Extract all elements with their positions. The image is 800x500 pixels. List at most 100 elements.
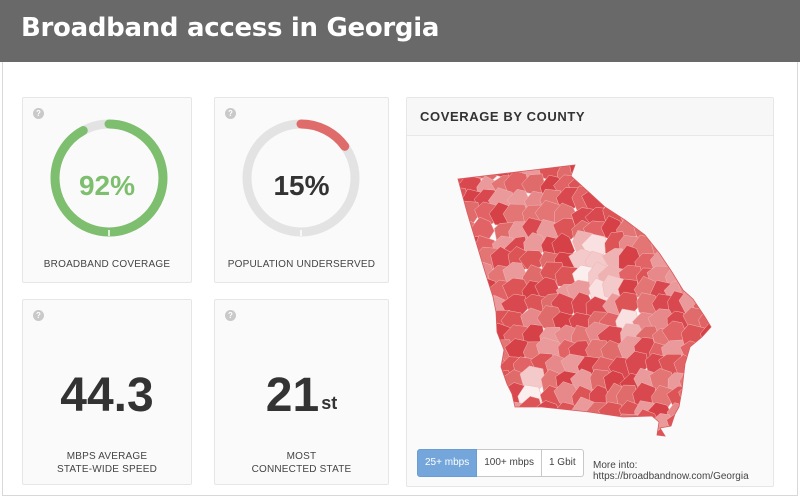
rank-number: 21: [265, 369, 320, 422]
county-shape: [664, 431, 689, 436]
county-shape: [458, 248, 480, 273]
county-shape: [458, 342, 465, 367]
county-shape: [631, 171, 659, 200]
county-shape: [458, 430, 471, 436]
county-shape: [602, 165, 627, 183]
page-title: Broadband access in Georgia: [21, 13, 440, 43]
county-shape: [649, 221, 676, 245]
filter-button-3[interactable]: 1 Gbit: [541, 449, 584, 477]
county-shape: [524, 417, 548, 436]
help-icon[interactable]: ?: [33, 108, 44, 119]
county-shape: [699, 235, 711, 262]
county-shape: [505, 417, 531, 436]
county-shape: [650, 175, 678, 198]
county-shape: [488, 401, 514, 428]
county-shape: [458, 281, 480, 304]
coverage-gauge: [50, 119, 168, 237]
county-shape: [464, 354, 493, 381]
county-shape: [647, 188, 673, 213]
county-shape: [521, 165, 545, 170]
county-shape: [678, 264, 705, 291]
more-info-link[interactable]: https://broadbandnow.com/Georgia: [593, 471, 749, 482]
county-shape: [458, 262, 481, 289]
rank-label-line2: CONNECTED STATE: [251, 464, 352, 475]
county-shape: [458, 251, 463, 275]
county-shape: [461, 397, 484, 420]
county-shape: [715, 251, 717, 273]
county-shape: [648, 165, 674, 187]
speed-value: 44.3: [60, 369, 154, 422]
help-icon[interactable]: ?: [225, 310, 236, 321]
map-card: COVERAGE BY COUNTY 25+ mbps 100+ mbps 1 Gb…: [406, 97, 774, 487]
rank-suffix: st: [321, 393, 338, 413]
georgia-county-map: [457, 162, 717, 437]
county-shape: [682, 165, 706, 169]
county-shape: [587, 413, 611, 436]
county-shape: [698, 219, 711, 246]
county-shape: [458, 233, 469, 259]
county-shape: [599, 171, 624, 198]
county-shape: [660, 188, 690, 213]
county-shape: [693, 353, 711, 376]
county-shape: [694, 205, 711, 230]
county-shape: [678, 415, 705, 436]
county-shape: [473, 382, 499, 410]
help-icon[interactable]: ?: [225, 108, 236, 119]
county-shape: [681, 247, 709, 271]
speed-label-line1: MBPS AVERAGE: [66, 451, 148, 462]
coverage-card: ? 92% BROADBAND COVERAGE: [22, 97, 192, 283]
county-shape: [636, 200, 663, 226]
county-shape: [663, 202, 686, 228]
county-shape: [507, 424, 533, 436]
county-shape: [680, 203, 705, 229]
county-shape: [650, 232, 676, 258]
county-layer: [458, 162, 717, 436]
county-shape: [621, 191, 644, 216]
filter-button-1[interactable]: 25+ mbps: [417, 449, 478, 477]
county-shape: [458, 207, 465, 228]
county-shape: [458, 427, 482, 436]
county-shape: [711, 233, 717, 257]
county-shape: [535, 428, 562, 436]
page-header: Broadband access in Georgia: [0, 0, 800, 62]
county-shape: [615, 165, 642, 174]
county-shape: [458, 413, 468, 436]
county-shape: [708, 354, 711, 381]
county-shape: [712, 366, 717, 390]
county-shape: [712, 275, 717, 297]
county-shape: [490, 429, 517, 436]
county-shape: [700, 165, 711, 183]
county-shape: [713, 311, 717, 333]
county-shape: [651, 203, 679, 226]
county-shape: [663, 218, 691, 244]
county-shape: [458, 354, 475, 381]
county-shape: [458, 353, 462, 382]
county-shape: [646, 165, 672, 171]
county-shape: [696, 165, 711, 166]
county-shape: [535, 410, 562, 435]
county-shape: [458, 335, 484, 362]
county-shape: [693, 280, 711, 306]
county-shape: [635, 192, 661, 217]
county-shape: [682, 232, 709, 259]
county-shape: [679, 186, 704, 212]
county-shape: [489, 412, 517, 436]
county-shape: [697, 401, 711, 425]
county-shape: [715, 162, 717, 181]
coverage-value: 92%: [78, 170, 136, 201]
county-shape: [458, 368, 480, 392]
county-shape: [587, 165, 615, 183]
county-shape: [571, 426, 597, 436]
county-shape: [680, 396, 706, 421]
county-shape: [615, 165, 641, 186]
county-shape: [471, 337, 499, 363]
help-icon[interactable]: ?: [33, 310, 44, 321]
county-shape: [697, 339, 711, 363]
gauge-arc: [242, 119, 360, 237]
county-shape: [699, 425, 711, 436]
county-shape: [458, 165, 485, 172]
filter-button-2[interactable]: 100+ mbps: [477, 449, 542, 477]
county-shape: [699, 259, 711, 287]
county-shape: [489, 165, 517, 167]
